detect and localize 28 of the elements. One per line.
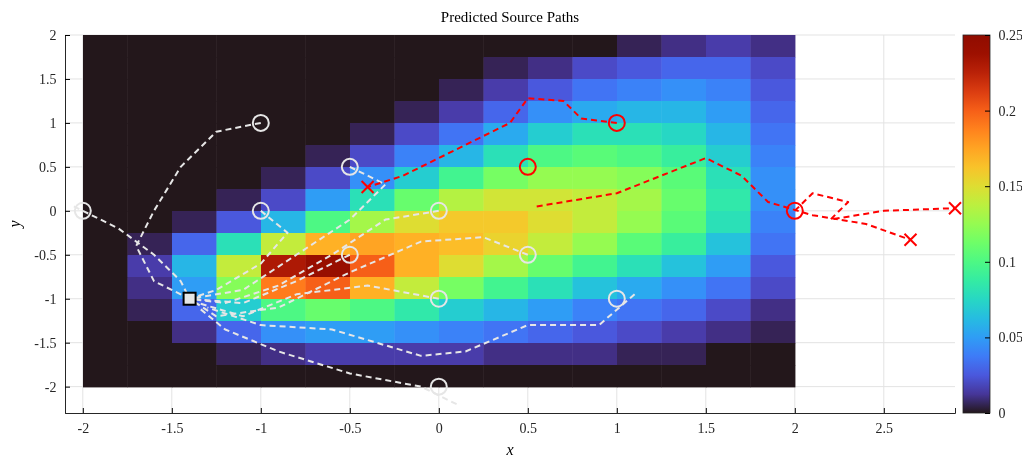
x-tick-label: -0.5 xyxy=(339,420,362,436)
x-tick-label: -1.5 xyxy=(161,420,184,436)
x-tick-label: -1 xyxy=(255,420,268,436)
y-tick-label: -0.5 xyxy=(34,247,57,263)
x-tick-label: 1.5 xyxy=(697,420,716,436)
y-axis-title: y xyxy=(6,219,24,230)
chart-title: Predicted Source Paths xyxy=(440,9,580,25)
color-bar-label: 0.2 xyxy=(998,103,1017,119)
color-bar-label: 0.05 xyxy=(998,330,1022,346)
y-tick-label: 0 xyxy=(49,203,57,219)
x-tick-label: 0.5 xyxy=(519,420,538,436)
color-bar-label: 0.15 xyxy=(998,179,1022,195)
y-tick-label: -1.5 xyxy=(34,335,57,351)
color-bar-label: 0.1 xyxy=(998,254,1017,270)
y-tick-label: -2 xyxy=(44,379,57,395)
y-tick-label: -1 xyxy=(44,291,57,307)
y-tick-label: 1 xyxy=(49,115,57,131)
x-tick-label: 2.5 xyxy=(875,420,894,436)
x-tick-label: 1 xyxy=(613,420,621,436)
x-tick-label: 0 xyxy=(435,420,443,436)
color-bar-label: 0 xyxy=(998,405,1006,421)
x-axis-title: x xyxy=(505,441,514,458)
x-tick-label: -2 xyxy=(77,420,90,436)
y-tick-label: 0.5 xyxy=(38,159,57,175)
color-bar-label: 0.25 xyxy=(998,27,1022,43)
y-tick-label: 2 xyxy=(49,27,57,43)
x-tick-label: 2 xyxy=(791,420,799,436)
y-tick-label: 1.5 xyxy=(38,71,57,87)
